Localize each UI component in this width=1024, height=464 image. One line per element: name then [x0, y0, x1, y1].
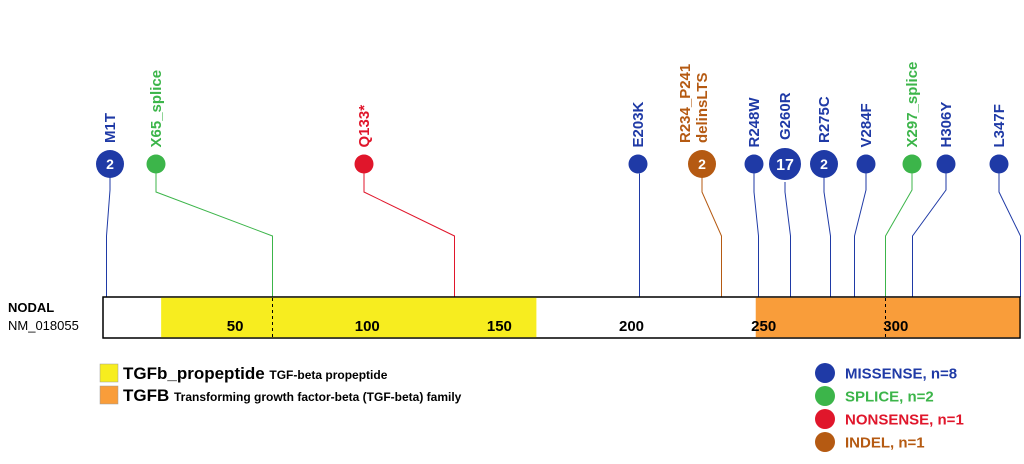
mutation-marker[interactable]: [767, 146, 803, 182]
domain-swatch: [99, 363, 119, 383]
mutation-label: Q133*: [356, 105, 373, 148]
mutation-marker[interactable]: [628, 154, 648, 174]
mutation-type-swatch: [815, 386, 835, 406]
mutation-stem: [363, 173, 455, 297]
mutation-marker[interactable]: [146, 154, 166, 174]
mutation-stem: [885, 173, 913, 297]
mutation-stem: [155, 173, 273, 297]
mutation-type-label: NONSENSE, n=1: [845, 412, 964, 429]
legend: TGFb_propeptide TGF-beta propeptide TGFB …: [99, 363, 964, 452]
mutation-stem: [912, 173, 947, 297]
tick-label: 100: [355, 318, 380, 335]
mutation-type-swatch: [815, 432, 835, 452]
gene-name: NODAL: [8, 300, 54, 315]
mutation-label: E203K: [630, 101, 647, 147]
mutation-type-label: INDEL, n=1: [845, 435, 925, 452]
mutation-marker[interactable]: [936, 154, 956, 174]
domain-swatch: [99, 385, 119, 405]
protein-outline: [102, 296, 1021, 339]
mutation-stem: [854, 173, 867, 297]
mutation-type-label: SPLICE, n=2: [845, 389, 934, 406]
mutation-marker[interactable]: [989, 154, 1009, 174]
mutation-label: X297_splice: [904, 62, 921, 148]
mutation-label: H306Y: [938, 102, 955, 148]
domain-legend-entry: TGFb_propeptide TGF-beta propeptide: [123, 364, 388, 383]
mutation-label: X65_splice: [148, 70, 165, 148]
mutation-label: R234_P241: [677, 64, 694, 143]
mutation-marker[interactable]: [902, 154, 922, 174]
mutation-stem: [823, 173, 831, 297]
mutation-type-swatch: [815, 409, 835, 429]
mutation-marker[interactable]: [810, 150, 838, 178]
mutation-stem: [701, 173, 722, 297]
mutation-stem: [998, 173, 1021, 297]
tick-label: 150: [487, 318, 512, 335]
mutation-label: M1T: [102, 113, 119, 143]
mutation-count: 17: [776, 157, 794, 174]
mutation-stem: [106, 173, 111, 297]
tick-label: 200: [619, 318, 644, 335]
mutation-marker[interactable]: [354, 154, 374, 174]
mutation-marker[interactable]: [744, 154, 764, 174]
mutation-marker[interactable]: [96, 150, 124, 178]
mutation-count: 2: [698, 156, 706, 172]
mutation-stems: [106, 173, 1021, 297]
domain-TGFb_propeptide: [161, 297, 537, 338]
mutation-label: L347F: [991, 104, 1008, 147]
mutation-label: G260R: [777, 92, 794, 140]
mutation-stem: [784, 173, 791, 297]
mutation-label: V284F: [858, 103, 875, 147]
mutation-stem: [753, 173, 759, 297]
axis-ticks: 50 100 150 200 250 300: [227, 318, 909, 335]
mutation-type-label: MISSENSE, n=8: [845, 366, 957, 383]
mutation-label: R275C: [816, 96, 833, 143]
tick-label: 250: [751, 318, 776, 335]
domain-TGFB: [755, 297, 1020, 338]
tick-label: 300: [883, 318, 908, 335]
mutation-count: 2: [106, 156, 114, 172]
protein-bar: [102, 296, 1021, 339]
mutation-marker[interactable]: [688, 150, 716, 178]
tick-label: 50: [227, 318, 244, 335]
domain-legend-entry: TGFB Transforming growth factor-beta (TG…: [123, 386, 462, 405]
mutation-marker[interactable]: [856, 154, 876, 174]
mutation-label: delinsLTS: [694, 72, 711, 143]
mutation-count: 2: [820, 156, 828, 172]
mutation-label: R248W: [746, 97, 763, 148]
mutation-type-swatch: [815, 363, 835, 383]
transcript-id: NM_018055: [8, 318, 79, 333]
